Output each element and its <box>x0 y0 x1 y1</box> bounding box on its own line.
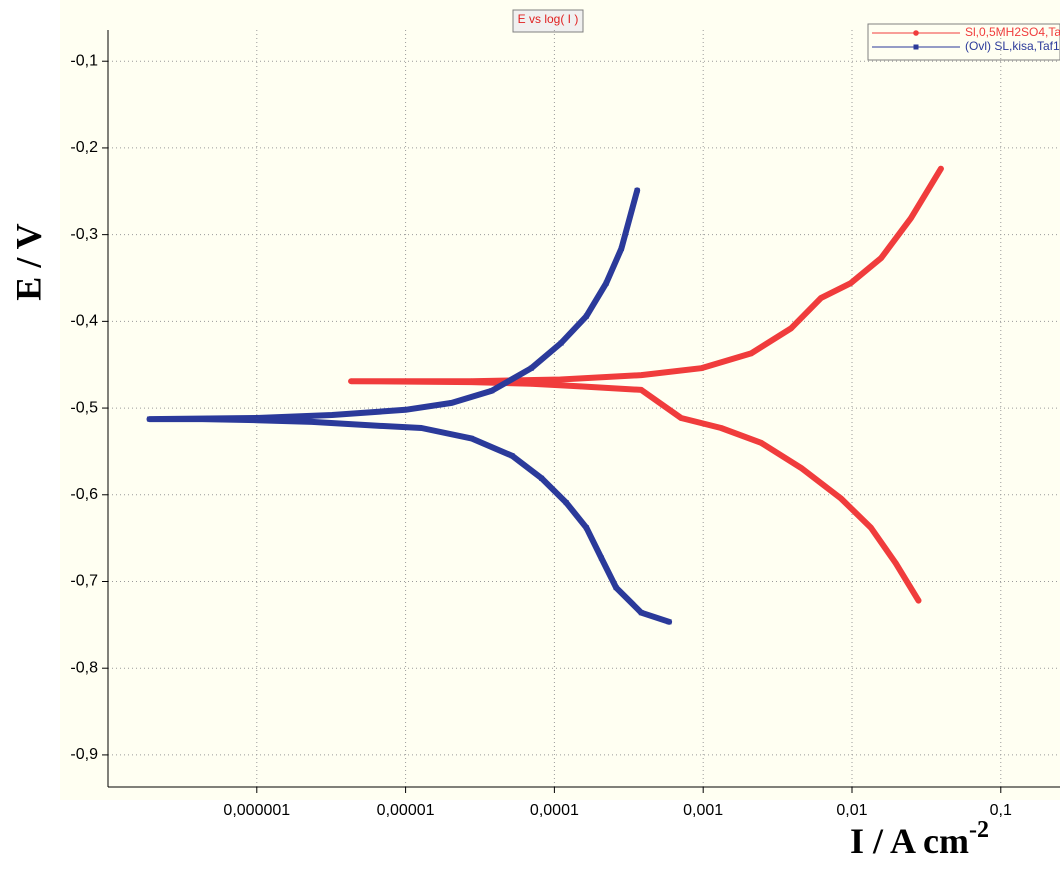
data-point <box>419 425 425 431</box>
legend-label: (Ovl) SL,kisa,Taf1 <box>965 39 1060 53</box>
x-tick-label: 0,00001 <box>377 802 435 819</box>
data-point <box>698 365 705 371</box>
data-point <box>678 415 684 421</box>
x-tick-label: 0,01 <box>836 802 867 819</box>
data-point <box>199 416 205 422</box>
data-point <box>449 400 455 406</box>
data-point <box>146 416 152 422</box>
y-tick-label: -0,5 <box>70 399 98 416</box>
data-point <box>539 475 545 481</box>
title-frame <box>512 9 584 33</box>
x-axis-title: I / A cm-2 <box>850 817 989 862</box>
x-tick-label: 0,0001 <box>530 802 579 819</box>
data-point <box>938 165 944 172</box>
data-point <box>638 387 645 393</box>
y-tick-label: -0,3 <box>70 226 98 243</box>
data-point <box>634 187 640 193</box>
data-point <box>758 439 764 446</box>
data-point <box>557 376 564 383</box>
data-point <box>748 350 754 357</box>
x-tick-label: 0,001 <box>683 802 723 819</box>
data-point <box>603 280 609 286</box>
y-axis-title: E / V <box>8 223 48 300</box>
series <box>348 165 944 604</box>
data-point <box>915 597 922 604</box>
x-axis-title-main: I / A cm <box>850 821 969 861</box>
data-point <box>563 500 569 506</box>
y-tick-label: -0,6 <box>70 486 98 503</box>
chart-title: E vs log( I ) <box>518 12 579 26</box>
data-point <box>878 255 884 261</box>
y-tick-label: -0,1 <box>70 52 98 69</box>
data-point <box>913 30 919 36</box>
data-point <box>577 383 584 390</box>
data-point <box>893 560 899 567</box>
data-point <box>309 419 315 425</box>
y-tick-label: -0,9 <box>70 746 98 763</box>
x-tick-label: 0,000001 <box>223 802 290 819</box>
series <box>146 187 673 625</box>
data-point <box>468 378 475 384</box>
legend-frame <box>867 23 1060 61</box>
title-button[interactable]: E vs log( I ) <box>512 9 584 33</box>
data-point <box>468 435 474 441</box>
data-point <box>913 44 919 50</box>
data-point <box>598 555 604 561</box>
y-tick-label: -0,2 <box>70 139 98 156</box>
data-point <box>666 619 672 625</box>
y-tick-label: -0,4 <box>70 313 98 330</box>
data-point <box>368 422 374 428</box>
data-point <box>489 388 495 394</box>
x-axis-title-sup: -2 <box>969 817 989 843</box>
data-point <box>868 524 874 531</box>
data-point <box>788 325 794 332</box>
legend: Sl,0,5MH2SO4,Taf3(Ovl) SL,kisa,Taf1 <box>867 23 1060 61</box>
y-tick-label: -0,8 <box>70 659 98 676</box>
data-point <box>908 215 914 221</box>
x-tick-label: 0,1 <box>990 802 1012 819</box>
data-point <box>403 407 409 413</box>
data-point <box>847 280 854 287</box>
data-point <box>583 313 589 319</box>
y-tick-label: -0,7 <box>70 573 98 590</box>
data-point <box>254 415 260 421</box>
data-point <box>618 246 624 252</box>
data-point <box>613 585 619 591</box>
data-point <box>798 465 804 471</box>
data-point <box>818 295 824 301</box>
series-line <box>348 165 944 604</box>
data-point <box>528 380 535 387</box>
series-line <box>146 187 673 625</box>
data-point <box>583 525 589 531</box>
data-point <box>348 378 354 384</box>
data-point <box>638 372 645 378</box>
data-point <box>558 340 564 346</box>
plot-background <box>60 0 1060 800</box>
data-point <box>509 453 515 459</box>
data-point <box>837 495 844 502</box>
data-point <box>528 365 534 371</box>
legend-label: Sl,0,5MH2SO4,Taf3 <box>965 25 1060 39</box>
data-point <box>329 412 335 418</box>
data-point <box>638 610 644 616</box>
data-point <box>718 425 724 431</box>
